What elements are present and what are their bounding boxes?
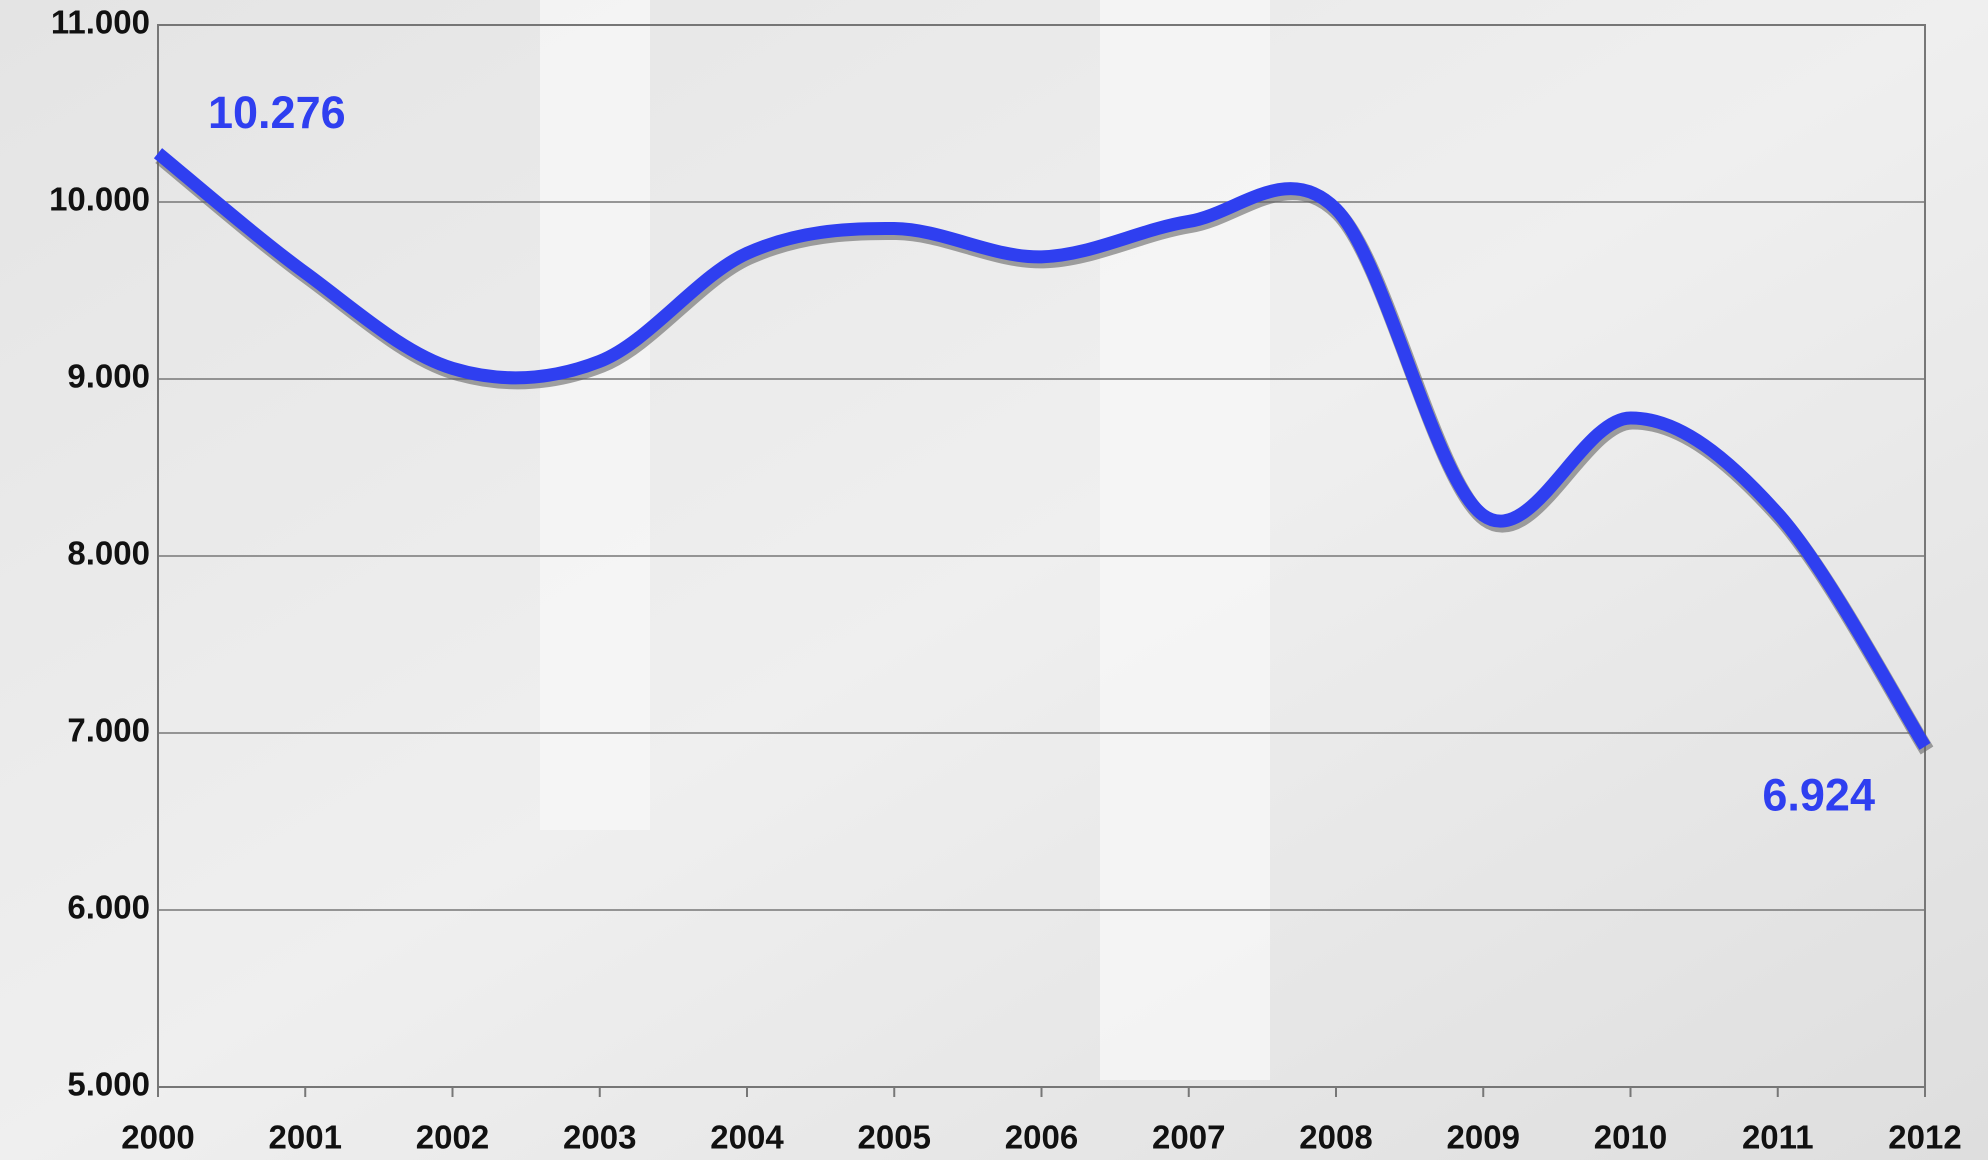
x-tick-label: 2007: [1152, 1119, 1225, 1156]
background-decor: [1100, 0, 1270, 1080]
x-tick-label: 2003: [563, 1119, 636, 1156]
value-label: 6.924: [1762, 769, 1875, 820]
value-label: 10.276: [208, 87, 346, 138]
line: [153, 148, 1931, 750]
y-tick-label: 10.000: [49, 181, 150, 218]
x-tick-label: 2012: [1888, 1119, 1961, 1156]
y-tick-label: 6.000: [67, 889, 150, 926]
y-tick-label: 7.000: [67, 712, 150, 749]
x-tick-label: 2000: [121, 1119, 194, 1156]
x-tick-label: 2001: [269, 1119, 342, 1156]
x-tick-label: 2009: [1447, 1119, 1520, 1156]
y-tick-label: 8.000: [67, 535, 150, 572]
x-tick-label: 2004: [710, 1119, 784, 1156]
x-tick-label: 2010: [1594, 1119, 1667, 1156]
background-decor: [540, 0, 650, 830]
x-tick-label: 2011: [1742, 1119, 1814, 1156]
y-tick-label: 11.000: [51, 4, 150, 41]
y-tick-label: 9.000: [67, 358, 150, 395]
y-tick-label: 5.000: [67, 1066, 150, 1103]
x-tick-label: 2005: [858, 1119, 931, 1156]
x-tick-label: 2002: [416, 1119, 489, 1156]
x-tick-label: 2008: [1299, 1119, 1372, 1156]
x-tick-label: 2006: [1005, 1119, 1078, 1156]
